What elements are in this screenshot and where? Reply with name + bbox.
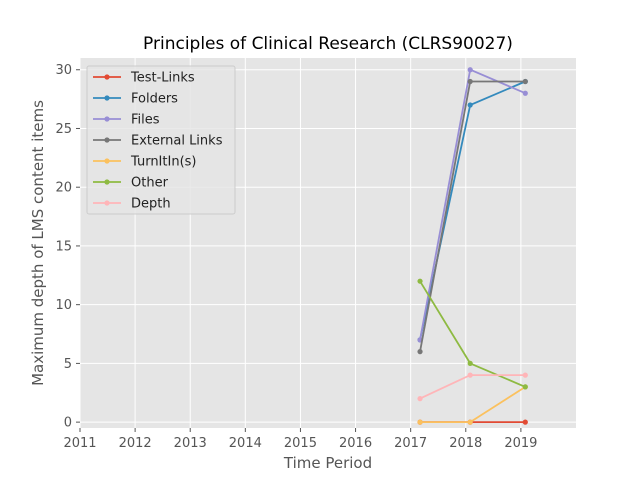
data-point-turnitin-s bbox=[467, 419, 473, 425]
data-point-other bbox=[467, 360, 473, 366]
legend-item-depth: Depth bbox=[93, 197, 171, 212]
x-tick-label: 2011 bbox=[63, 436, 96, 451]
legend-marker bbox=[104, 158, 110, 164]
y-tick-label: 0 bbox=[64, 416, 72, 431]
data-point-folders bbox=[467, 102, 473, 108]
x-tick-label: 2017 bbox=[394, 436, 427, 451]
legend-item-turnitin-s: TurnItIn(s) bbox=[93, 155, 196, 170]
legend-label: Test-Links bbox=[130, 71, 195, 86]
legend-marker bbox=[104, 179, 110, 185]
legend-label: TurnItIn(s) bbox=[130, 155, 196, 170]
data-point-turnitin-s bbox=[417, 419, 423, 425]
legend-item-folders: Folders bbox=[93, 92, 178, 107]
data-point-external-links bbox=[417, 349, 423, 355]
legend-label: Depth bbox=[131, 197, 171, 212]
legend-label: Other bbox=[131, 176, 169, 191]
legend-label: Folders bbox=[131, 92, 178, 107]
data-point-external-links bbox=[467, 78, 473, 85]
series-depth bbox=[417, 372, 528, 402]
data-point-depth bbox=[417, 396, 423, 402]
x-tick-label: 2015 bbox=[284, 436, 317, 451]
series-other bbox=[417, 278, 528, 390]
x-tick-label: 2014 bbox=[229, 436, 262, 451]
y-tick-label: 30 bbox=[55, 63, 72, 78]
data-point-files bbox=[467, 67, 473, 73]
legend-marker bbox=[104, 95, 110, 101]
series-lines bbox=[417, 67, 528, 425]
legend: Test-Links Folders Files External Links Turn… bbox=[86, 65, 236, 215]
x-axis-label: Time Period bbox=[283, 454, 372, 472]
series-external-links bbox=[417, 78, 528, 355]
y-tick-label: 25 bbox=[55, 122, 72, 137]
y-tick-label: 10 bbox=[55, 298, 72, 313]
data-point-external-links bbox=[522, 78, 528, 85]
legend-item-other: Other bbox=[93, 176, 169, 191]
legend-marker bbox=[104, 116, 110, 122]
legend-item-external-links: External Links bbox=[93, 134, 223, 149]
x-tick-label: 2013 bbox=[174, 436, 207, 451]
legend-item-files: Files bbox=[93, 113, 160, 128]
data-point-depth bbox=[467, 372, 473, 378]
x-tick-label: 2016 bbox=[339, 436, 372, 451]
legend-label: Files bbox=[131, 113, 160, 128]
data-point-files bbox=[522, 90, 528, 96]
data-point-other bbox=[522, 384, 528, 390]
data-point-test-links bbox=[522, 419, 528, 425]
chart-title: Principles of Clinical Research (CLRS900… bbox=[143, 34, 513, 54]
legend-item-test-links: Test-Links bbox=[93, 71, 195, 86]
y-tick-label: 5 bbox=[64, 357, 72, 372]
legend-marker bbox=[104, 200, 110, 206]
data-point-other bbox=[417, 278, 423, 284]
legend-marker bbox=[104, 137, 110, 143]
y-tick-label: 15 bbox=[55, 239, 72, 254]
x-tick-label: 2018 bbox=[449, 436, 482, 451]
y-tick-label: 20 bbox=[55, 181, 72, 196]
legend-box bbox=[86, 65, 236, 215]
x-tick-label: 2012 bbox=[119, 436, 152, 451]
y-axis-label: Maximum depth of LMS content items bbox=[29, 100, 47, 386]
legend-label: External Links bbox=[131, 134, 223, 149]
data-point-depth bbox=[522, 372, 528, 378]
legend-marker bbox=[104, 74, 110, 80]
axis-ticks: 2011 2012 2013 2014 2015 2016 2017 2018 20190510… bbox=[55, 63, 537, 451]
x-tick-label: 2019 bbox=[504, 436, 537, 451]
